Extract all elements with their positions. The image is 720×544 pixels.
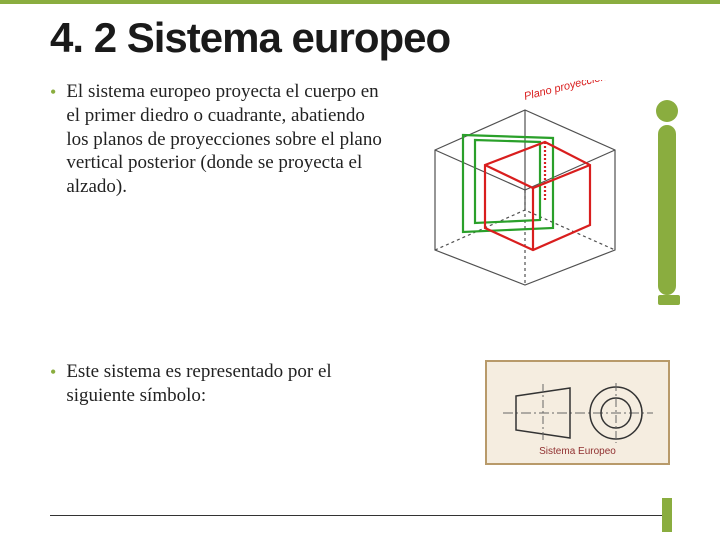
symbol-caption: Sistema Europeo	[487, 446, 668, 457]
bullet-block-2: • Este sistema es representado por el si…	[50, 360, 360, 408]
footer-line	[50, 515, 670, 516]
row-2: • Este sistema es representado por el si…	[50, 360, 670, 465]
projection-svg: Plano proyección	[405, 80, 635, 290]
bullet-block-1: • El sistema europeo proyecta el cuerpo …	[50, 80, 390, 290]
footer-accent-tab	[662, 498, 672, 532]
first-angle-symbol-box: Sistema Europeo	[485, 360, 670, 465]
bullet-icon: •	[50, 82, 56, 290]
bullet-icon: •	[50, 362, 56, 408]
paragraph-1: El sistema europeo proyecta el cuerpo en…	[66, 80, 390, 290]
slide-title: 4. 2 Sistema europeo	[50, 14, 670, 62]
row-1: • El sistema europeo proyecta el cuerpo …	[50, 80, 670, 290]
observer-silhouette	[655, 99, 680, 314]
observer-head	[656, 100, 678, 122]
isometric-diagram: Plano proyección	[405, 80, 670, 290]
red-body	[485, 142, 590, 250]
observer-body	[658, 125, 676, 295]
diagram-label: Plano proyección	[523, 80, 608, 103]
paragraph-2: Este sistema es representado por el sigu…	[66, 360, 360, 408]
observer-foot	[658, 295, 680, 305]
first-angle-symbol-svg	[498, 378, 658, 448]
slide-body: 4. 2 Sistema europeo • El sistema europe…	[0, 4, 720, 544]
